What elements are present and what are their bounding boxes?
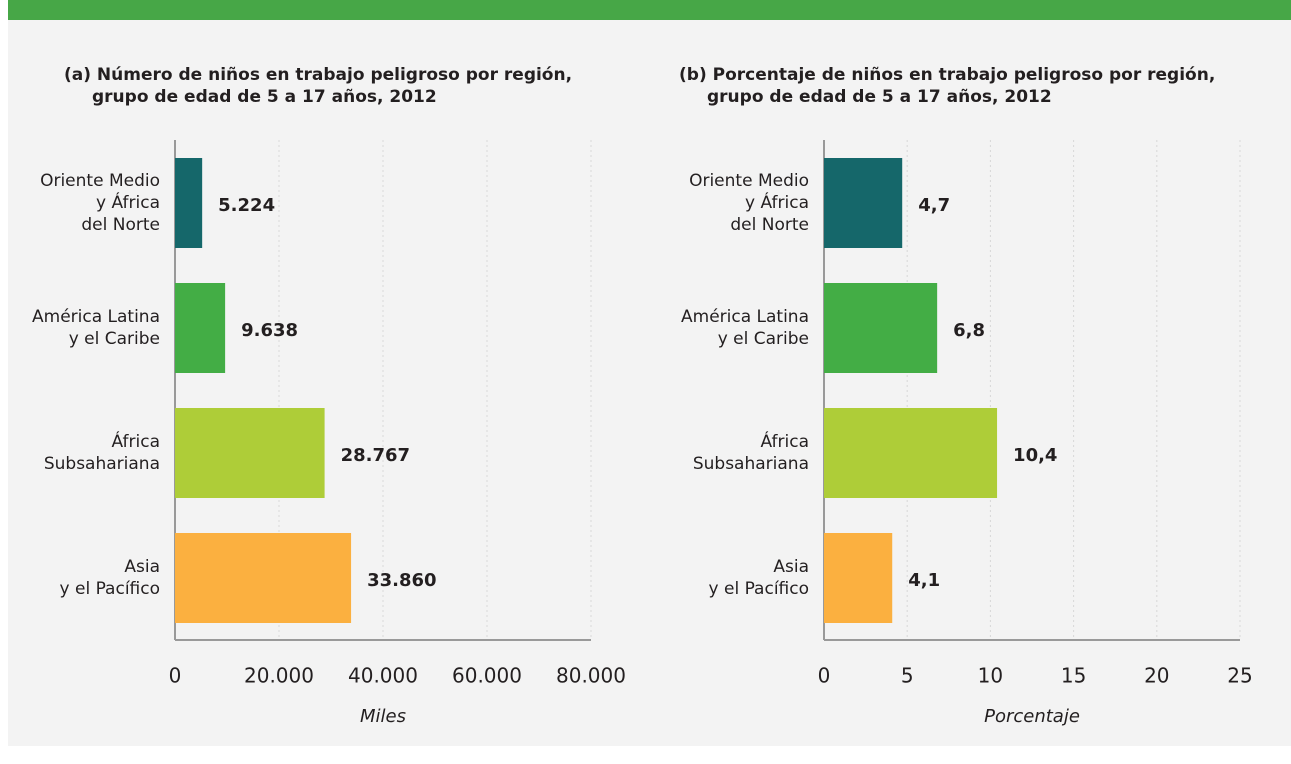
value-label: 10,4 [1013,445,1057,466]
chart-title: grupo de edad de 5 a 17 años, 2012 [92,87,437,107]
bar [824,533,893,623]
value-label: 6,8 [953,320,985,341]
bar [824,283,938,373]
x-tick-label: 15 [1061,664,1086,688]
value-label: 4,7 [918,195,950,216]
x-tick-label: 0 [169,664,182,688]
bar [824,408,998,498]
x-tick-label: 0 [818,664,831,688]
x-tick-label: 5 [901,664,914,688]
y-tick-label: y el Pacífico [60,579,160,599]
x-tick-label: 10 [978,664,1003,688]
y-tick-label: y África [745,191,809,213]
x-tick-label: 60.000 [452,664,522,688]
y-tick-label: Subsahariana [44,454,160,474]
y-tick-label: del Norte [81,215,160,235]
x-tick-label: 25 [1227,664,1252,688]
bar [175,533,352,623]
value-label: 33.860 [367,570,436,591]
value-label: 28.767 [341,445,410,466]
bar [175,158,203,248]
value-label: 4,1 [908,570,940,591]
chart-title: grupo de edad de 5 a 17 años, 2012 [707,87,1052,107]
y-tick-label: América Latina [32,307,160,327]
y-tick-label: África [112,430,161,452]
x-tick-label: 80.000 [556,664,626,688]
y-tick-label: y el Caribe [718,329,809,349]
x-axis-label: Porcentaje [984,706,1080,727]
y-tick-label: Oriente Medio [689,171,809,191]
y-tick-label: Asia [773,557,809,577]
y-tick-label: América Latina [681,307,809,327]
chart-title: (b) Porcentaje de niños en trabajo pelig… [679,65,1215,85]
y-tick-label: y el Pacífico [709,579,809,599]
chart-title: (a) Número de niños en trabajo peligroso… [64,65,572,85]
value-label: 9.638 [241,320,298,341]
x-axis-label: Miles [360,706,406,727]
y-tick-label: Asia [124,557,160,577]
y-tick-label: y el Caribe [69,329,160,349]
x-tick-label: 20.000 [244,664,314,688]
y-tick-label: Subsahariana [693,454,809,474]
y-tick-label: Oriente Medio [40,171,160,191]
y-tick-label: África [761,430,810,452]
x-tick-label: 40.000 [348,664,418,688]
y-tick-label: y África [96,191,160,213]
bar [175,408,325,498]
y-tick-label: del Norte [730,215,809,235]
value-label: 5.224 [218,195,275,216]
header-band [8,0,1291,20]
bar [175,283,226,373]
x-tick-label: 20 [1144,664,1169,688]
bar [824,158,903,248]
